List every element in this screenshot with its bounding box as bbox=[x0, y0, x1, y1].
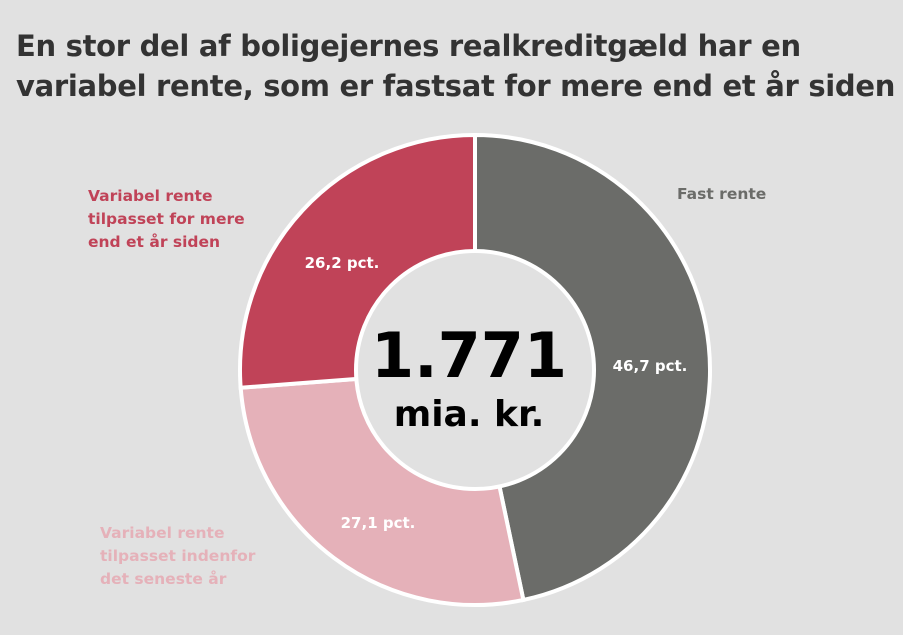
chart-title: En stor del af boligejernes realkreditgæ… bbox=[16, 26, 895, 106]
center-total-unit: mia. kr. bbox=[394, 394, 545, 435]
legend-label-line: Fast rente bbox=[677, 185, 767, 203]
legend-label-line: det seneste år bbox=[100, 570, 227, 588]
value-label-variabel-mere-end: 26,2 pct. bbox=[305, 254, 380, 272]
value-label-variabel-indenfor: 27,1 pct. bbox=[341, 514, 416, 532]
donut-center bbox=[354, 249, 596, 491]
chart-title-line-1: En stor del af boligejernes realkreditgæ… bbox=[16, 29, 801, 63]
center-total-value: 1.771 bbox=[371, 319, 567, 392]
legend-label-variabel-indenfor: Variabel rente tilpasset indenfor det se… bbox=[100, 522, 255, 591]
legend-label-line: end et år siden bbox=[88, 233, 221, 251]
legend-label-line: Variabel rente bbox=[100, 524, 225, 542]
legend-label-fast-rente: Fast rente bbox=[677, 183, 766, 206]
legend-label-line: Variabel rente bbox=[88, 187, 213, 205]
chart-title-line-2: variabel rente, som er fastsat for mere … bbox=[16, 69, 896, 103]
legend-label-line: tilpasset for mere bbox=[88, 210, 245, 228]
legend-label-line: tilpasset indenfor bbox=[100, 547, 256, 565]
legend-label-variabel-mere-end: Variabel rente tilpasset for mere end et… bbox=[88, 185, 245, 254]
value-label-fast-rente: 46,7 pct. bbox=[613, 357, 688, 375]
